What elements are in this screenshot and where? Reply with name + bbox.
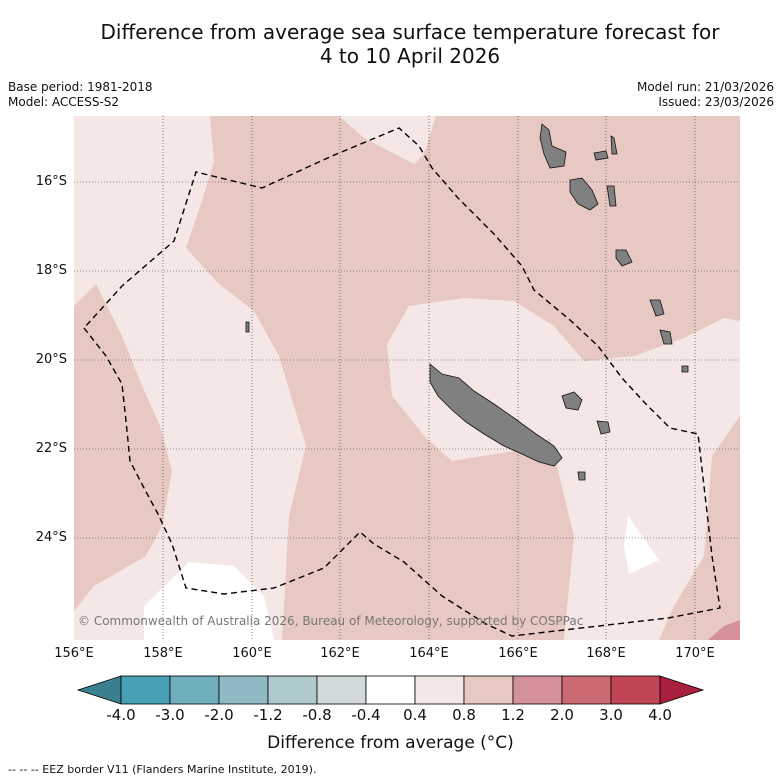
colorbar-segment bbox=[267, 675, 318, 705]
colorbar bbox=[76, 675, 705, 705]
base-period: Base period: 1981-2018 bbox=[8, 80, 153, 94]
model-name: Model: ACCESS-S2 bbox=[8, 95, 120, 109]
landmasses bbox=[245, 123, 689, 481]
colorbar-segment bbox=[120, 675, 171, 705]
eez-border bbox=[83, 127, 721, 637]
colorbar-tick: -0.8 bbox=[302, 706, 332, 724]
lon-label-168e: 168°E bbox=[586, 646, 626, 661]
colorbar-tick: -1.2 bbox=[253, 706, 283, 724]
colorbar-tick: 3.0 bbox=[599, 706, 623, 724]
loyalty-islands-landmass bbox=[561, 391, 583, 411]
vanuatu-north-landmass bbox=[539, 123, 567, 169]
colorbar-under-arrow bbox=[76, 675, 122, 705]
anomaly-region-west bbox=[74, 284, 172, 611]
neutral-patch-southwest bbox=[144, 562, 274, 640]
gridlines bbox=[74, 116, 740, 640]
lon-label-156e: 156°E bbox=[54, 646, 94, 661]
lon-label-162e: 162°E bbox=[320, 646, 360, 661]
chart-title-line2: 4 to 10 April 2026 bbox=[319, 44, 501, 68]
anomaly-region-central bbox=[186, 116, 740, 640]
issued-date: Issued: 23/03/2026 bbox=[658, 95, 774, 109]
meta-right: Model run: 21/03/2026 Issued: 23/03/2026 bbox=[637, 80, 774, 110]
lat-label-20s: 20°S bbox=[35, 352, 67, 367]
anomaly-region-southeast bbox=[659, 416, 740, 640]
vanuatu-east-landmass bbox=[610, 135, 618, 155]
colorbar-tick: 0.4 bbox=[403, 706, 427, 724]
colorbar-tick: -2.0 bbox=[204, 706, 234, 724]
colorbar-segment bbox=[218, 675, 269, 705]
copyright-notice: © Commonwealth of Australia 2026, Bureau… bbox=[78, 614, 584, 628]
lat-label-24s: 24°S bbox=[35, 530, 67, 545]
vanuatu-south-landmass bbox=[649, 299, 665, 317]
colorbar-tick: 4.0 bbox=[648, 706, 672, 724]
colorbar-tick: 2.0 bbox=[550, 706, 574, 724]
sst-anomaly-map bbox=[74, 116, 740, 640]
chesterfield-islet-landmass bbox=[245, 321, 250, 333]
lon-label-158e: 158°E bbox=[143, 646, 183, 661]
vanuatu-islet-landmass bbox=[593, 150, 609, 161]
colorbar-tick: 1.2 bbox=[501, 706, 525, 724]
colorbar-segment bbox=[610, 675, 661, 705]
colorbar-segment bbox=[561, 675, 612, 705]
lon-label-164e: 164°E bbox=[409, 646, 449, 661]
model-run: Model run: 21/03/2026 bbox=[636, 80, 774, 94]
colorbar-segment bbox=[316, 675, 367, 705]
lat-label-18s: 18°S bbox=[35, 263, 67, 278]
colorbar-segment bbox=[512, 675, 563, 705]
anomaly-region-warm bbox=[708, 620, 740, 640]
lon-label-160e: 160°E bbox=[232, 646, 272, 661]
colorbar-tick: -4.0 bbox=[106, 706, 136, 724]
new-caledonia-landmass bbox=[429, 363, 563, 467]
chart-title-line1: Difference from average sea surface temp… bbox=[100, 20, 720, 44]
colorbar-segment bbox=[365, 675, 416, 705]
vanuatu-tanna-landmass bbox=[615, 249, 633, 267]
colorbar-tick: -3.0 bbox=[155, 706, 185, 724]
colorbar-tick: 0.8 bbox=[452, 706, 476, 724]
colorbar-segment bbox=[169, 675, 220, 705]
neutral-patch-east bbox=[624, 516, 659, 574]
eez-legend: -- -- -- EEZ border V11 (Flanders Marine… bbox=[8, 763, 317, 776]
vanuatu-mid-landmass bbox=[569, 177, 599, 211]
colorbar-segment bbox=[414, 675, 465, 705]
lon-label-170e: 170°E bbox=[675, 646, 715, 661]
colorbar-over-arrow bbox=[659, 675, 705, 705]
meta-left: Base period: 1981-2018 Model: ACCESS-S2 bbox=[8, 80, 153, 110]
colorbar-segment bbox=[463, 675, 514, 705]
colorbar-tick: -0.4 bbox=[351, 706, 381, 724]
loyalty-island-small-landmass bbox=[596, 420, 611, 435]
vanuatu-aneityum-landmass bbox=[659, 329, 673, 345]
vanuatu-efate-landmass bbox=[606, 185, 617, 207]
hunter-islet-landmass bbox=[681, 365, 689, 373]
lat-label-16s: 16°S bbox=[35, 174, 67, 189]
lat-label-22s: 22°S bbox=[35, 441, 67, 456]
isle-of-pines-landmass bbox=[577, 471, 586, 481]
colorbar-label: Difference from average (°C) bbox=[267, 733, 514, 753]
lon-label-166e: 166°E bbox=[498, 646, 538, 661]
